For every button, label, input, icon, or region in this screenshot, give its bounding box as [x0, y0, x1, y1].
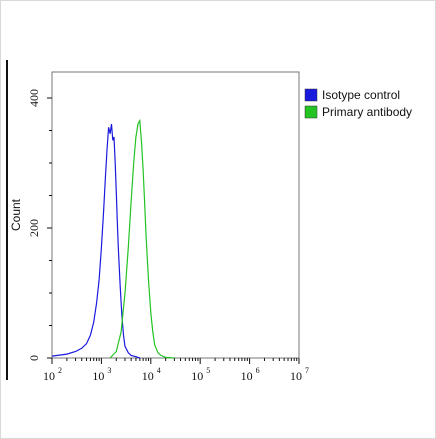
- x-tick-label: 10: [191, 369, 203, 383]
- x-tick-exponent: 7: [305, 366, 309, 375]
- x-tick-exponent: 6: [256, 366, 260, 375]
- series-line-1: [109, 118, 175, 359]
- series-layer: [51, 118, 175, 359]
- y-tick-label: 0: [27, 355, 41, 361]
- x-tick-label: 10: [142, 369, 154, 383]
- legend-swatch: [304, 88, 318, 102]
- x-tick-exponent: 3: [107, 366, 111, 375]
- x-tick-label: 10: [92, 369, 104, 383]
- x-tick-exponent: 5: [206, 366, 210, 375]
- y-axis-ticks: 0 200 400: [27, 89, 52, 361]
- legend: Isotype control Primary antibody: [304, 88, 412, 119]
- x-tick-label: 10: [241, 369, 253, 383]
- x-axis-ticks: 10 2 10 3 10 4 10 5 10 6 10 7: [43, 358, 309, 383]
- x-tick-exponent: 4: [157, 366, 161, 375]
- series-line-0: [51, 123, 140, 359]
- legend-swatch: [304, 105, 318, 119]
- y-tick-label: 200: [27, 219, 41, 237]
- plot-area-frame: [51, 71, 300, 359]
- legend-label: Isotype control: [322, 88, 400, 102]
- y-axis-title: Count: [9, 198, 23, 231]
- legend-label: Primary antibody: [322, 105, 412, 119]
- x-tick-label: 10: [290, 369, 302, 383]
- x-tick-label: 10: [43, 369, 55, 383]
- y-tick-label: 400: [27, 89, 41, 107]
- x-tick-exponent: 2: [58, 366, 62, 375]
